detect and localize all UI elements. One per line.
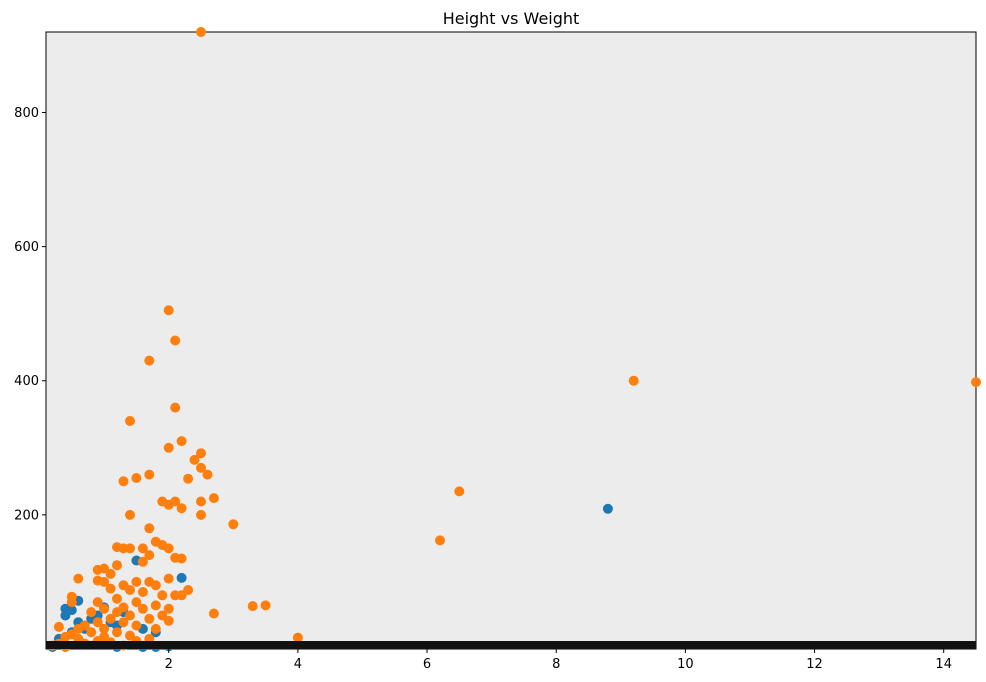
data-point-s1-86 xyxy=(60,631,71,642)
data-point-s1-15 xyxy=(118,476,129,487)
data-point-s1-80 xyxy=(53,621,64,632)
data-point-s1-52 xyxy=(137,587,148,597)
data-point-s1-76 xyxy=(131,620,142,631)
data-point-s1-41 xyxy=(73,573,84,584)
data-point-s1-7 xyxy=(163,442,174,453)
data-point-s1-102 xyxy=(454,486,465,497)
data-point-s1-37 xyxy=(112,560,122,571)
baseline-band xyxy=(46,641,976,649)
data-point-s1-20 xyxy=(163,499,174,510)
data-point-s1-50 xyxy=(125,585,135,595)
x-tick-label-1: 4 xyxy=(294,657,302,672)
data-point-s1-1 xyxy=(163,305,174,316)
data-point-s1-5 xyxy=(125,416,135,426)
data-point-s1-101 xyxy=(435,535,445,546)
data-point-s1-13 xyxy=(131,473,142,483)
data-point-s1-6 xyxy=(176,436,187,447)
data-point-s1-35 xyxy=(176,553,187,564)
x-tick-label-5: 12 xyxy=(806,657,823,672)
data-point-s1-23 xyxy=(196,509,206,520)
data-point-s1-4 xyxy=(170,402,181,413)
data-point-s1-104 xyxy=(971,377,981,388)
data-point-s1-60 xyxy=(131,597,142,608)
y-tick-label-3: 800 xyxy=(14,106,39,121)
data-point-s1-24 xyxy=(228,519,239,530)
data-point-s1-33 xyxy=(144,550,155,561)
data-point-s1-98 xyxy=(247,601,258,612)
axes: 2 4 6 8 10 12 14 200 400 600 800 xyxy=(14,106,952,672)
data-point-s1-36 xyxy=(137,556,148,567)
data-point-s1-83 xyxy=(86,627,97,638)
data-point-s1-19 xyxy=(196,496,206,507)
data-point-s1-72 xyxy=(144,613,155,624)
data-point-s1-46 xyxy=(163,573,174,584)
data-point-s1-99 xyxy=(260,600,271,611)
data-point-s1-48 xyxy=(150,580,161,591)
data-point-s1-100 xyxy=(292,632,303,643)
data-point-s1-82 xyxy=(112,627,122,638)
chart-title: Height vs Weight xyxy=(443,9,580,28)
data-point-s0-17 xyxy=(176,572,187,583)
x-tick-label-0: 2 xyxy=(165,657,173,672)
data-point-s0-23 xyxy=(602,503,613,514)
data-point-s1-40 xyxy=(105,568,116,579)
data-point-s1-73 xyxy=(163,615,174,626)
x-tick-label-6: 14 xyxy=(935,657,952,672)
data-point-s1-8 xyxy=(196,448,206,459)
x-tick-label-4: 10 xyxy=(677,657,694,672)
plot-area xyxy=(45,31,977,650)
data-point-s1-67 xyxy=(86,607,97,618)
data-point-s1-79 xyxy=(150,623,161,634)
data-point-s1-103 xyxy=(628,375,639,386)
data-point-s1-30 xyxy=(125,543,135,554)
data-point-s1-43 xyxy=(99,576,110,587)
y-tick-label-2: 600 xyxy=(14,240,39,255)
data-point-s1-49 xyxy=(105,583,116,594)
data-point-s1-63 xyxy=(99,603,110,614)
data-point-s1-66 xyxy=(112,607,122,618)
data-point-s1-11 xyxy=(202,469,213,480)
data-point-s1-9 xyxy=(189,454,200,465)
x-tick-label-3: 8 xyxy=(552,657,560,672)
data-point-s1-78 xyxy=(99,623,110,634)
data-point-s1-70 xyxy=(208,608,219,619)
y-tick-label-0: 200 xyxy=(14,508,39,523)
data-point-s1-61 xyxy=(150,600,161,611)
data-point-s1-10 xyxy=(196,462,206,473)
data-point-s1-74 xyxy=(92,617,103,628)
data-point-s1-75 xyxy=(118,617,129,628)
data-point-s1-64 xyxy=(137,603,148,614)
data-point-s1-32 xyxy=(163,543,174,554)
data-point-s1-71 xyxy=(105,613,116,624)
data-point-s1-68 xyxy=(125,610,135,621)
data-point-s1-12 xyxy=(144,469,155,480)
data-point-s1-39 xyxy=(92,564,103,575)
data-point-s0-2 xyxy=(66,605,77,616)
y-tick-label-1: 400 xyxy=(14,374,39,389)
data-point-s1-59 xyxy=(66,597,77,608)
data-point-s1-55 xyxy=(176,590,187,601)
data-point-s1-3 xyxy=(144,355,155,366)
data-point-s1-0 xyxy=(196,27,206,37)
data-point-s1-25 xyxy=(144,523,155,534)
data-point-s1-22 xyxy=(125,509,135,520)
data-point-s1-65 xyxy=(163,603,174,614)
data-point-s1-44 xyxy=(131,576,142,587)
data-point-s1-31 xyxy=(137,543,148,554)
x-tick-label-2: 6 xyxy=(423,657,431,672)
data-point-s1-57 xyxy=(112,593,122,604)
data-point-s1-58 xyxy=(92,597,103,608)
data-point-s1-21 xyxy=(176,503,187,514)
data-point-s1-14 xyxy=(183,473,194,484)
data-point-s1-53 xyxy=(157,590,168,601)
data-point-s1-2 xyxy=(170,335,181,346)
data-point-s1-16 xyxy=(208,493,219,504)
